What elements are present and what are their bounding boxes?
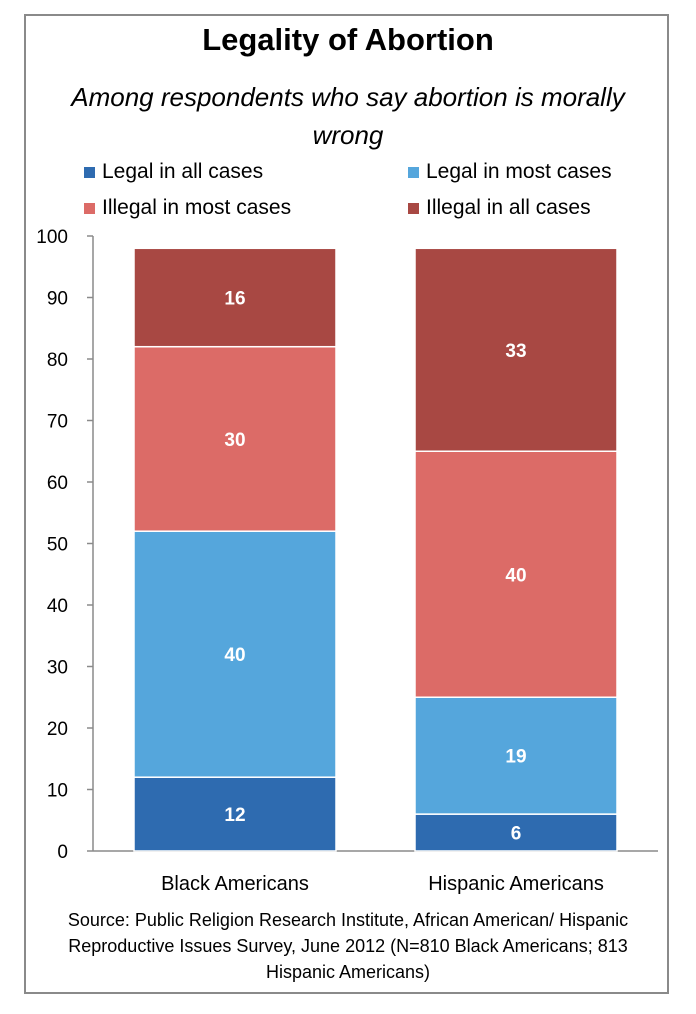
legend-label-illegal-most: Illegal in most cases bbox=[102, 196, 292, 219]
data-label: 33 bbox=[505, 341, 526, 362]
bar-segment bbox=[133, 530, 337, 778]
legend-item-illegal-all: Illegal in all cases bbox=[408, 196, 591, 220]
bar-segment bbox=[414, 813, 618, 852]
bar-segment bbox=[414, 450, 618, 698]
y-tick-label: 20 bbox=[47, 719, 68, 740]
legend-item-illegal-most: Illegal in most cases bbox=[84, 196, 291, 220]
legend-label-illegal-all: Illegal in all cases bbox=[426, 196, 591, 219]
data-label: 16 bbox=[224, 289, 245, 310]
data-label: 40 bbox=[505, 565, 526, 586]
legend-swatch-legal-most bbox=[408, 166, 419, 178]
y-tick-label: 90 bbox=[47, 289, 68, 310]
data-label: 12 bbox=[224, 805, 245, 826]
y-tick-label: 40 bbox=[47, 596, 68, 617]
legend-item-legal-all: Legal in all cases bbox=[84, 160, 263, 184]
y-tick-label: 70 bbox=[47, 412, 68, 433]
source-note: Source: Public Religion Research Institu… bbox=[67, 910, 629, 982]
legend-swatch-legal-all bbox=[84, 166, 95, 178]
y-tick-label: 0 bbox=[57, 842, 68, 863]
y-tick-label: 10 bbox=[47, 781, 68, 802]
bar-segment bbox=[414, 696, 618, 815]
y-tick-label: 80 bbox=[47, 350, 68, 371]
legend-swatch-illegal-all bbox=[408, 202, 419, 214]
bar-segment bbox=[133, 776, 337, 852]
bar-segment bbox=[133, 247, 337, 348]
stacked-bar-chart: 0 10 20 30 40 50 60 70 80 90 100 12 40 30 16 Black Amer… bbox=[36, 227, 658, 895]
y-tick-label: 50 bbox=[47, 535, 68, 556]
data-label: 40 bbox=[224, 645, 245, 666]
legend-item-legal-most: Legal in most cases bbox=[408, 160, 612, 184]
legend-label-legal-most: Legal in most cases bbox=[426, 160, 612, 183]
chart-subtitle: Among respondents who say abortion is mo… bbox=[71, 82, 625, 150]
y-tick-label: 30 bbox=[47, 658, 68, 679]
chart-title: Legality of Abortion bbox=[202, 22, 494, 57]
legend-swatch-illegal-most bbox=[84, 202, 95, 214]
legend-label-legal-all: Legal in all cases bbox=[102, 160, 264, 183]
y-tick-label: 100 bbox=[36, 227, 68, 248]
data-label: 30 bbox=[224, 430, 245, 451]
y-tick-label: 60 bbox=[47, 473, 68, 494]
data-label: 6 bbox=[511, 824, 522, 845]
x-category-label: Hispanic Americans bbox=[428, 873, 604, 895]
x-category-label: Black Americans bbox=[161, 873, 309, 895]
data-label: 19 bbox=[505, 747, 526, 768]
bar-segment bbox=[414, 247, 618, 452]
